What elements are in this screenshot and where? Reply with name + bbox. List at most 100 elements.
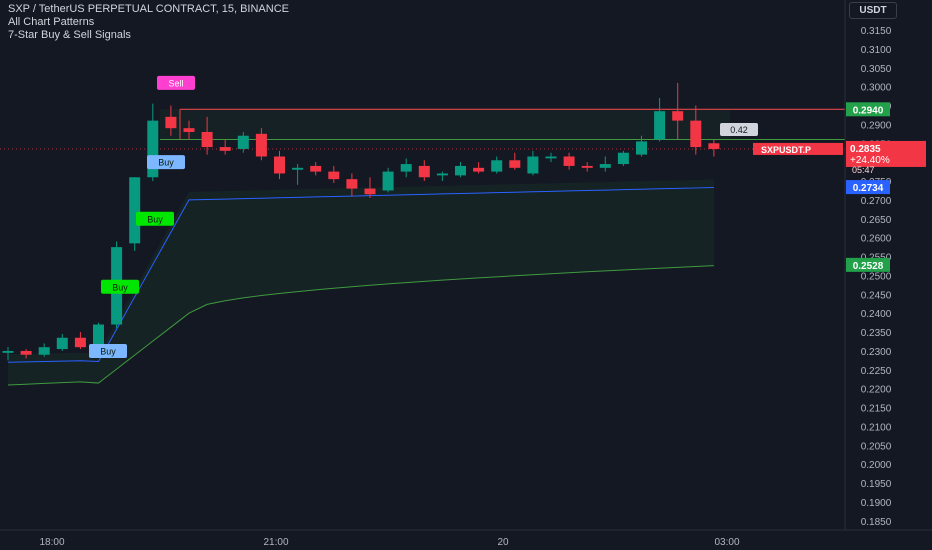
candle-body[interactable] [672,111,684,121]
bar-countdown: 05:47 [852,165,875,175]
candle-body[interactable] [690,120,702,148]
candle-body[interactable] [436,173,448,176]
last-price-box [846,140,926,167]
price-tick: 0.2200 [861,385,892,396]
pattern-tag [720,123,758,136]
candle-body[interactable] [545,156,557,159]
buy-signal-label[interactable] [147,155,185,170]
signal-text: Buy [112,282,128,292]
candle-body[interactable] [328,171,340,180]
candle-body[interactable] [455,165,466,176]
time-axis[interactable] [0,530,932,550]
last-price: 0.2835 [850,144,881,155]
price-tick: 0.2450 [861,290,892,301]
candle-body[interactable] [165,116,177,129]
candle-body[interactable] [617,152,629,165]
band-fill [8,179,714,385]
candle-body[interactable] [201,131,213,148]
candle-body[interactable] [382,171,394,191]
chart-header: SXP / TetherUS PERPETUAL CONTRACT, 15, B… [8,3,289,42]
time-tick: 18:00 [39,537,64,548]
currency-button[interactable]: USDT [849,2,897,19]
upper-band-price [846,102,890,117]
buy-signal-label[interactable] [89,343,127,358]
price-tick: 0.2600 [861,234,892,245]
candle-body[interactable] [599,164,611,168]
price-tick: 0.2700 [861,196,892,207]
candle-body[interactable] [581,165,593,168]
candle-body[interactable] [654,111,666,140]
price-tick: 0.1850 [861,517,892,528]
candle-body[interactable] [473,167,485,172]
candle-body[interactable] [418,165,430,178]
price-tick: 0.2050 [861,441,892,452]
price-tick: 0.2150 [861,404,892,415]
candle-body[interactable] [147,120,159,178]
candle-body[interactable] [20,350,32,355]
price-tick: 0.2500 [861,271,892,282]
candle-body[interactable] [129,177,141,244]
price-tick: 0.2350 [861,328,892,339]
lower-band-price-text: 0.2528 [853,261,884,272]
signal-text: Buy [100,346,116,356]
pattern-tag-text: 0.42 [730,125,748,135]
price-axis[interactable] [845,0,932,550]
candle-body[interactable] [400,164,412,172]
price-tick: 0.3050 [861,64,892,75]
candle-body[interactable] [364,188,376,195]
mid-band-line [7,187,714,363]
buy-signal-label[interactable] [136,211,174,226]
candle-body[interactable] [93,324,104,348]
price-tick: 0.2300 [861,347,892,358]
time-tick: 21:00 [263,537,288,548]
candle-body[interactable] [38,347,50,355]
buy-signal-label[interactable] [101,279,139,294]
upper-band-price-text: 0.2940 [853,105,884,116]
signal-text: Buy [158,158,174,168]
indicator-all-chart-patterns[interactable]: All Chart Patterns [8,16,95,28]
time-tick: 03:00 [714,537,739,548]
resistance-zone [160,109,730,140]
lower-band-line [7,265,714,386]
candle-body[interactable] [183,128,195,132]
candle-body[interactable] [219,147,231,151]
signal-text: Sell [168,78,183,88]
price-tick: 0.2100 [861,422,892,433]
candle-body[interactable] [563,156,575,166]
candle-body[interactable] [708,143,720,149]
lower-band-price [846,257,890,272]
price-tick: 0.3000 [861,83,892,94]
price-tick: 0.2900 [861,120,892,131]
mid-band-price-text: 0.2734 [853,183,884,194]
candle-body[interactable] [346,179,358,189]
price-tick: 0.2000 [861,460,892,471]
indicator-7-star-signals[interactable]: 7-Star Buy & Sell Signals [8,29,131,41]
mid-band-price [846,180,890,195]
candle-body[interactable] [74,337,86,348]
time-tick: 20 [497,537,509,548]
price-tick: 0.1950 [861,479,892,490]
price-tick: 0.3150 [861,26,892,37]
candle-body[interactable] [527,156,539,174]
price-change: +24.40% [850,155,890,166]
candle-body[interactable] [56,337,68,350]
price-tick: 0.2650 [861,215,892,226]
candle-body[interactable] [292,167,304,170]
candle-body[interactable] [491,160,503,172]
candle-body[interactable] [636,141,647,155]
price-tick: 0.1900 [861,498,892,509]
candle-body[interactable] [274,156,285,174]
sell-signal-label[interactable] [157,75,195,90]
price-tick: 0.2400 [861,309,892,320]
candle-body[interactable] [255,133,267,157]
symbol-tag [753,142,843,155]
symbol-title[interactable]: SXP / TetherUS PERPETUAL CONTRACT, 15, B… [8,3,289,15]
candle-body[interactable] [237,135,249,149]
candle-body[interactable] [310,165,322,172]
candle-body[interactable] [509,160,521,168]
candle-body[interactable] [2,350,14,353]
signal-text: Buy [147,214,163,224]
price-tick: 0.3100 [861,45,892,56]
symbol-tag-text: SXPUSDT.P [761,145,811,155]
